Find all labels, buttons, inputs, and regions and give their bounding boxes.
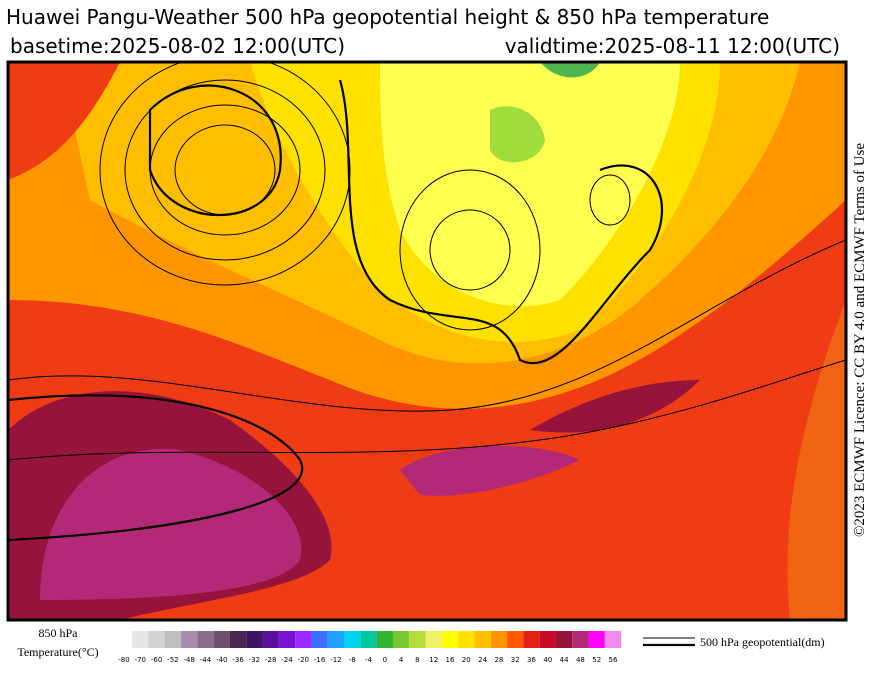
colorbar-label: -12 xyxy=(330,656,341,664)
colorbar-label: -28 xyxy=(265,656,276,664)
color-box xyxy=(392,631,410,648)
color-box xyxy=(523,631,540,648)
color-box xyxy=(246,631,263,648)
colorbar-label: -70 xyxy=(135,656,146,664)
color-box xyxy=(197,631,214,648)
color-box xyxy=(213,631,230,648)
colorbar-label: -60 xyxy=(151,656,162,664)
color-box xyxy=(458,631,475,648)
color-box xyxy=(229,631,247,648)
title: Huawei Pangu-Weather 500 hPa geopotentia… xyxy=(6,5,769,29)
colorbar-label: -24 xyxy=(281,656,293,664)
colorbar-label: -32 xyxy=(249,656,260,664)
colorbar-label: 20 xyxy=(462,656,471,664)
legend-title: Temperature(°C) xyxy=(17,645,98,659)
color-box xyxy=(311,631,328,648)
colorbar-label: 8 xyxy=(415,656,419,664)
colorbar-label: 12 xyxy=(429,656,438,664)
legend-line-label: 500 hPa geopotential(dm) xyxy=(700,635,825,649)
color-box xyxy=(409,631,426,648)
legend-title: 850 hPa xyxy=(39,626,79,640)
color-box xyxy=(572,631,589,648)
colorbar-label: -20 xyxy=(298,656,309,664)
colorbar-label: 52 xyxy=(592,656,601,664)
color-box xyxy=(148,631,165,648)
color-box xyxy=(295,631,312,648)
color-box xyxy=(132,631,149,648)
color-box xyxy=(490,631,508,648)
color-box xyxy=(425,631,442,648)
colorbar-label: 48 xyxy=(576,656,585,664)
colorbar-label: 16 xyxy=(446,656,455,664)
colorbar-label: -48 xyxy=(183,656,194,664)
licence: ©2023 ECMWF Licence: CC BY 4.0 and ECMWF… xyxy=(852,143,868,537)
colorbar-label: 32 xyxy=(511,656,520,664)
colorbar-label: -52 xyxy=(167,656,178,664)
color-box xyxy=(441,631,459,648)
color-box xyxy=(539,631,556,648)
color-box xyxy=(164,631,182,648)
color-box xyxy=(507,631,524,648)
colorbar-label: 40 xyxy=(543,656,552,664)
basetime: basetime:2025-08-02 12:00(UTC) xyxy=(10,34,345,58)
colorbar-label: -80 xyxy=(118,656,129,664)
color-box xyxy=(262,631,279,648)
colorbar-label: 28 xyxy=(494,656,503,664)
color-box xyxy=(604,631,622,648)
color-box xyxy=(376,631,393,648)
color-box xyxy=(474,631,491,648)
validtime: validtime:2025-08-11 12:00(UTC) xyxy=(505,34,840,58)
map xyxy=(6,60,848,622)
colorbar-label: -44 xyxy=(200,656,212,664)
colorbar-label: -8 xyxy=(349,656,356,664)
color-box xyxy=(344,631,361,648)
colorbar-label: -40 xyxy=(216,656,227,664)
colorbar-label: 24 xyxy=(478,656,487,664)
colorbar-label: -36 xyxy=(232,656,244,664)
colorbar-label: 56 xyxy=(609,656,618,664)
color-box xyxy=(327,631,345,648)
colorbar: -80 -70 -60 -52 -48 -44 -40 -36 -32 -28 -24 -20 -16-… xyxy=(118,631,622,664)
colorbar-label: -4 xyxy=(365,656,373,664)
color-box xyxy=(181,631,198,648)
colorbar-label: -16 xyxy=(314,656,326,664)
colorbar-label: 36 xyxy=(527,656,536,664)
colorbar-label: 44 xyxy=(560,656,569,664)
color-box xyxy=(278,631,296,648)
color-box xyxy=(588,631,605,648)
color-box xyxy=(360,631,377,648)
colorbar-label: 4 xyxy=(399,656,404,664)
colorbar-label: 0 xyxy=(383,656,387,664)
color-box xyxy=(555,631,573,648)
